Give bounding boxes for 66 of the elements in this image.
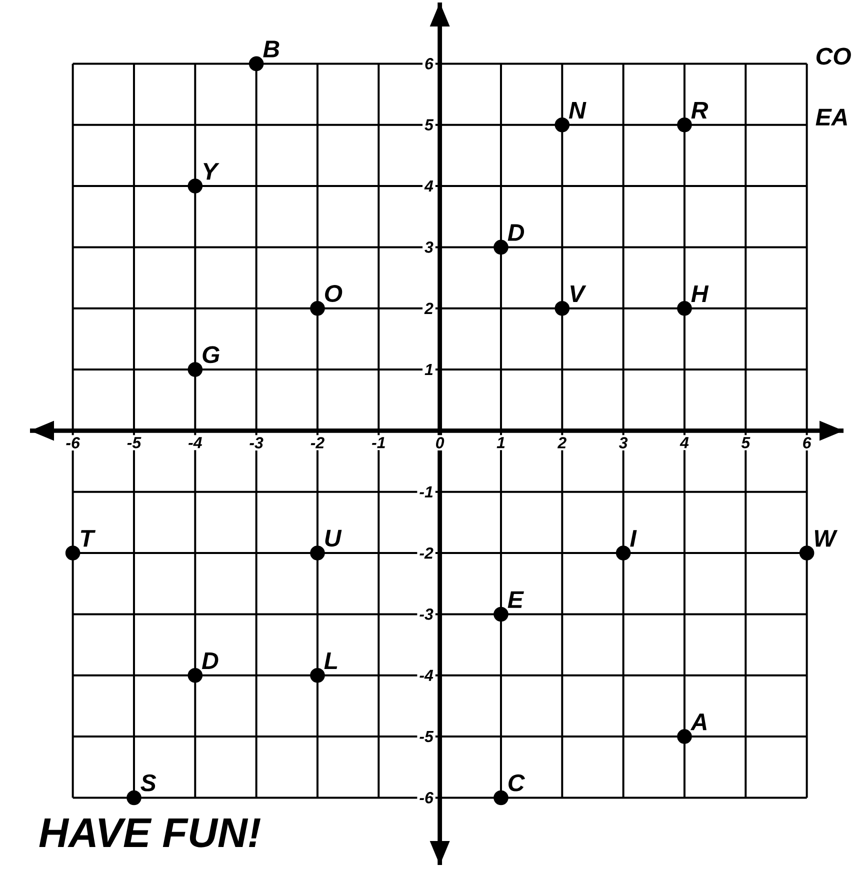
point bbox=[310, 668, 325, 683]
annotation: EA bbox=[816, 108, 847, 126]
point bbox=[188, 668, 203, 683]
annotation: V bbox=[570, 285, 586, 302]
annotation: L bbox=[324, 652, 338, 669]
point bbox=[799, 546, 814, 560]
annotation: H bbox=[691, 285, 709, 302]
annotation: N bbox=[568, 102, 586, 118]
x-tick-label: 1 bbox=[496, 437, 505, 448]
annotation: R bbox=[691, 102, 708, 118]
point bbox=[188, 362, 203, 377]
y-tick-label: 2 bbox=[424, 302, 434, 314]
x-tick-label: 3 bbox=[619, 437, 628, 448]
y-tick-label: -6 bbox=[420, 792, 434, 804]
point bbox=[554, 300, 570, 316]
annotation: Y bbox=[204, 163, 220, 180]
annotation: E bbox=[508, 591, 524, 608]
annotation: O bbox=[325, 284, 342, 302]
y-tick-label: 4 bbox=[424, 180, 434, 192]
point bbox=[248, 56, 264, 72]
y-tick-label: 3 bbox=[424, 242, 434, 253]
point bbox=[677, 300, 692, 316]
point bbox=[310, 546, 325, 560]
x-tick-label: -4 bbox=[188, 437, 202, 448]
annotation: W bbox=[814, 530, 838, 547]
annotation: HAVE FUN! bbox=[39, 818, 261, 848]
point bbox=[554, 117, 570, 132]
x-tick-label: 0 bbox=[436, 437, 444, 448]
x-tick-label: -6 bbox=[66, 437, 80, 448]
y-tick-label: -1 bbox=[420, 486, 433, 498]
y-tick-label: -3 bbox=[420, 608, 434, 620]
point bbox=[677, 117, 692, 132]
annotation: S bbox=[140, 774, 156, 792]
x-tick-label: 5 bbox=[741, 437, 750, 448]
point bbox=[494, 790, 508, 806]
y-tick-label: -2 bbox=[420, 547, 434, 559]
x-tick-label: -3 bbox=[250, 437, 264, 448]
annotation: T bbox=[80, 530, 96, 547]
point bbox=[126, 790, 142, 806]
point bbox=[677, 729, 692, 744]
annotation: D bbox=[202, 652, 218, 669]
y-tick-label: 6 bbox=[425, 58, 434, 70]
y-tick-label: 5 bbox=[424, 119, 434, 130]
point bbox=[65, 546, 80, 560]
x-tick-label: -1 bbox=[372, 437, 385, 448]
annotation: A bbox=[690, 714, 706, 730]
point bbox=[616, 546, 631, 560]
x-tick-label: 4 bbox=[680, 437, 689, 448]
annotation: D bbox=[508, 224, 524, 241]
point bbox=[188, 178, 203, 194]
point bbox=[494, 240, 508, 255]
point bbox=[494, 606, 508, 622]
point bbox=[310, 300, 325, 316]
y-tick-label: -4 bbox=[420, 670, 434, 681]
annotation: B bbox=[263, 40, 280, 58]
y-tick-label: -5 bbox=[420, 730, 434, 742]
annotation: U bbox=[325, 530, 342, 547]
x-tick-label: 6 bbox=[803, 437, 812, 448]
annotation: I bbox=[630, 530, 637, 547]
annotation: CO bbox=[816, 48, 851, 65]
annotation: G bbox=[202, 346, 220, 364]
x-tick-label: 2 bbox=[557, 437, 566, 448]
x-tick-label: -2 bbox=[310, 437, 324, 448]
y-tick-label: 1 bbox=[424, 364, 433, 376]
annotation: C bbox=[508, 774, 525, 792]
x-tick-label: -5 bbox=[127, 437, 142, 448]
